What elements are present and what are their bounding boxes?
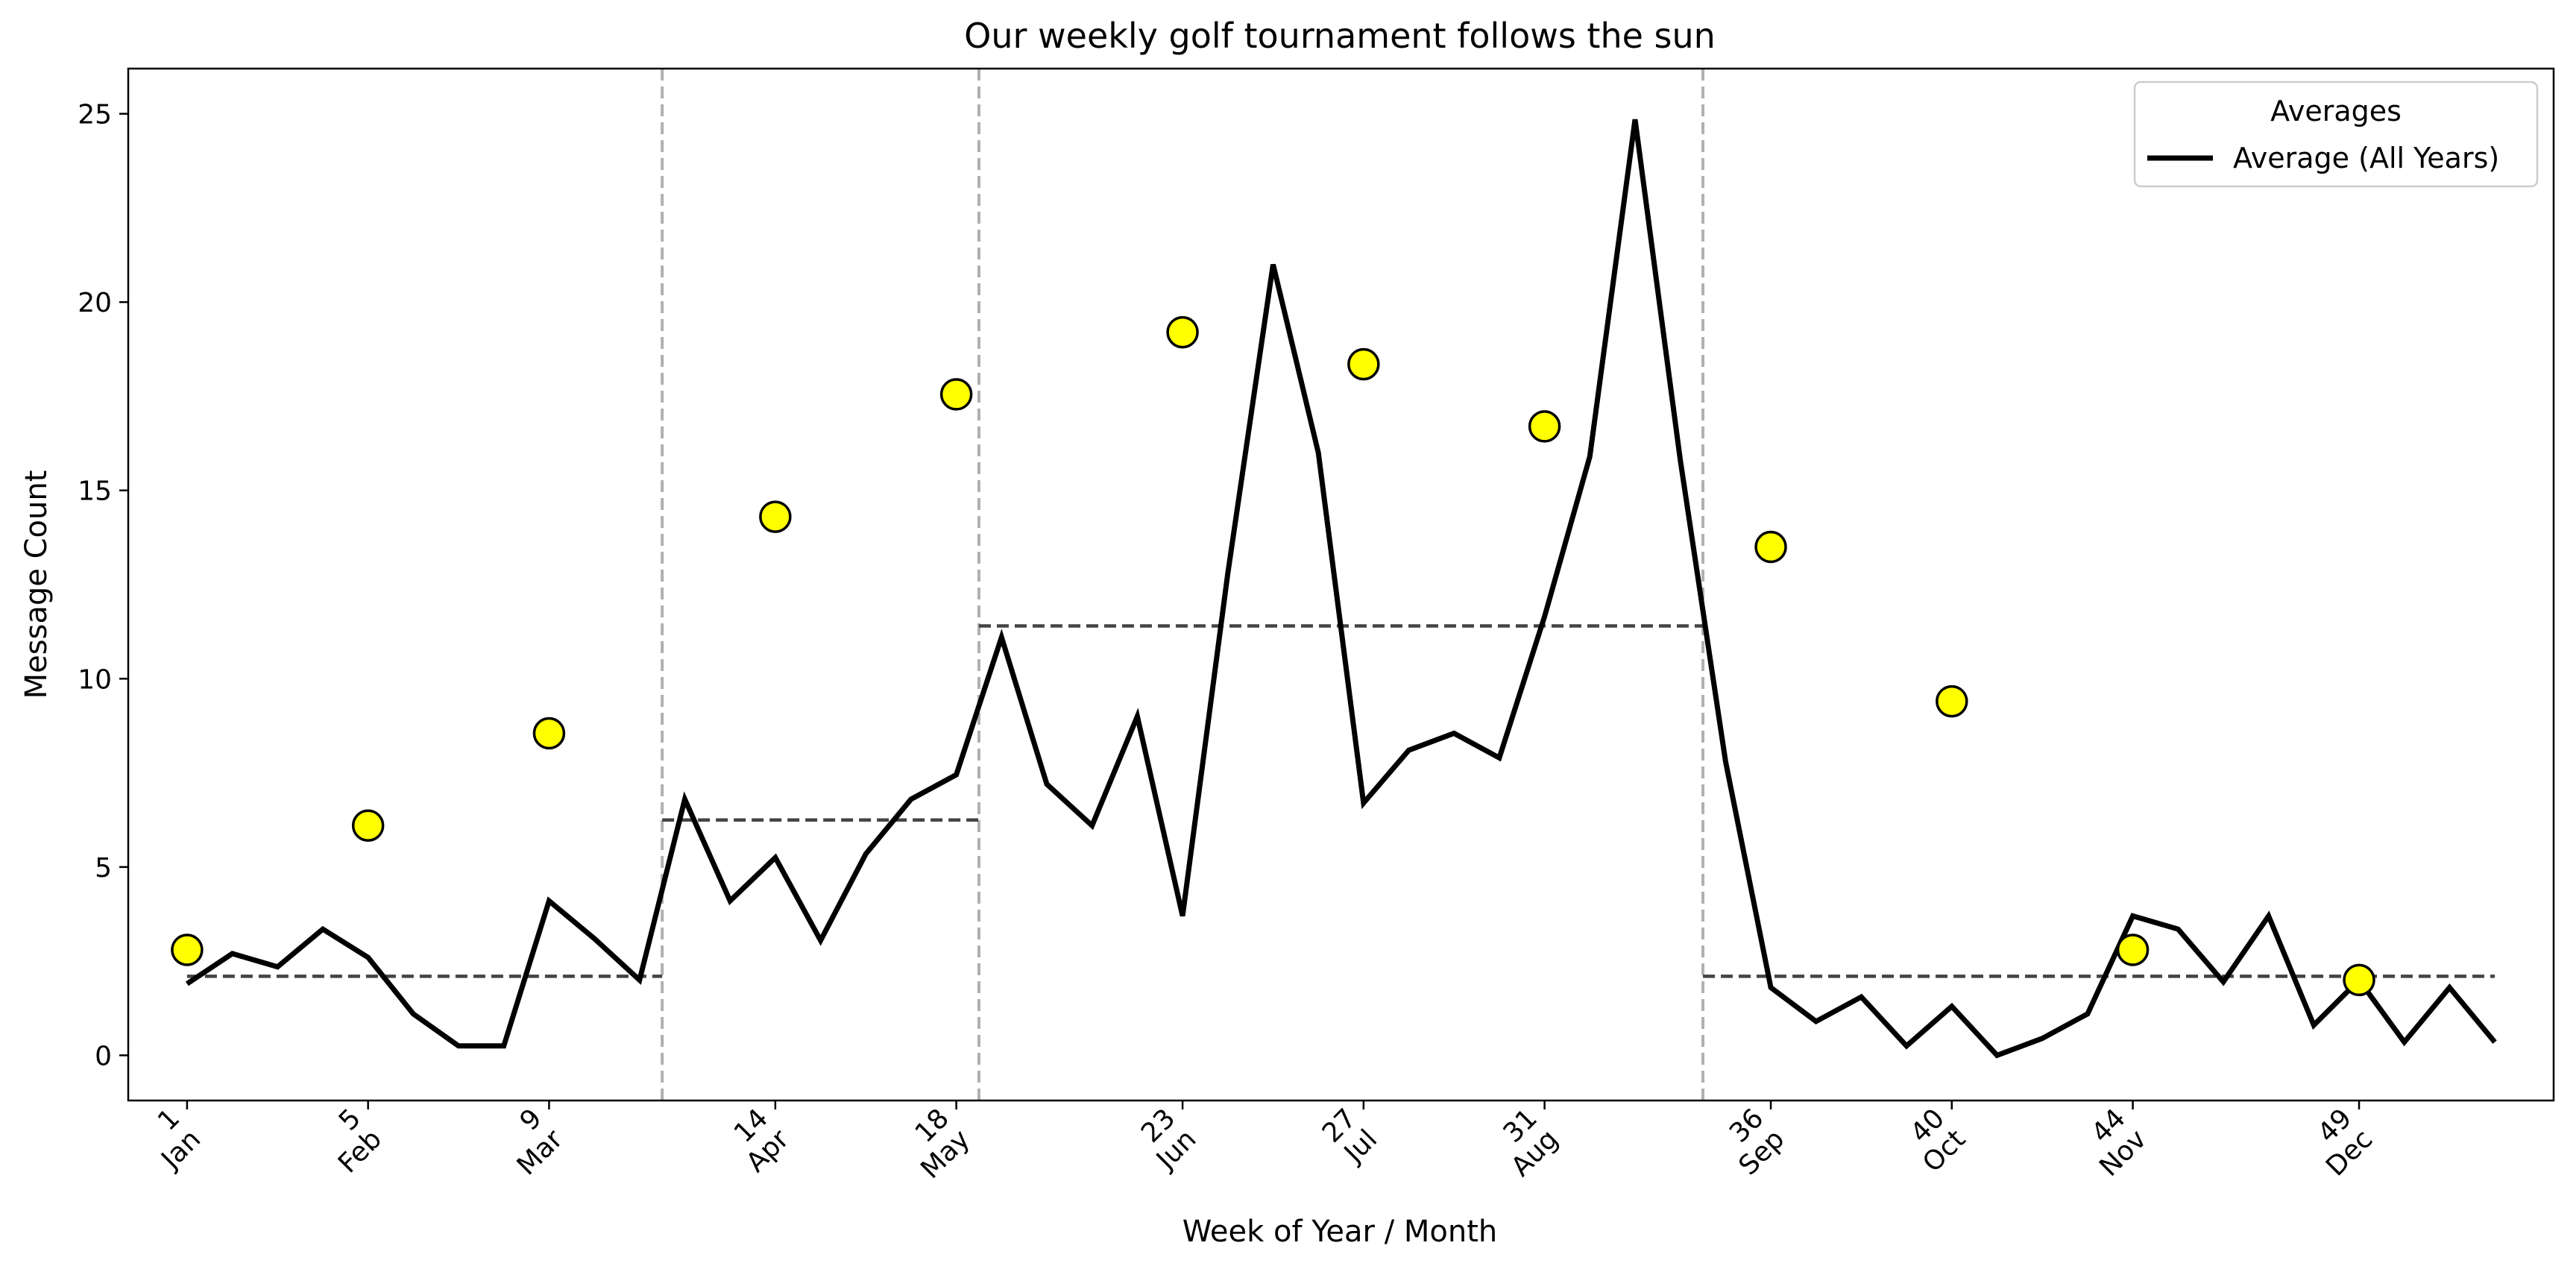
x-axis-label: Week of Year / Month xyxy=(1182,1215,1498,1249)
legend: Averages Average (All Years) xyxy=(2133,81,2539,188)
y-tick-label: 15 xyxy=(78,476,112,507)
plot-frame xyxy=(127,67,2555,1102)
monthly-marker xyxy=(171,933,204,966)
y-axis: 0 5 10 15 20 25 xyxy=(78,100,128,1071)
monthly-marker xyxy=(1528,410,1561,443)
monthly-marker xyxy=(1347,347,1380,381)
legend-title: Averages xyxy=(2270,95,2402,127)
monthly-marker xyxy=(759,500,792,533)
legend-box xyxy=(2133,81,2539,188)
monthly-marker xyxy=(1166,315,1199,349)
plot-area xyxy=(171,69,2497,1101)
y-axis-label: Message Count xyxy=(19,470,54,699)
monthly-marker xyxy=(532,717,566,750)
series-line xyxy=(185,119,2497,1059)
chart-title: Our weekly golf tournament follows the s… xyxy=(964,16,1716,56)
y-tick-label: 20 xyxy=(78,288,112,318)
monthly-marker xyxy=(2343,963,2375,997)
y-tick-label: 25 xyxy=(78,100,112,130)
y-tick-label: 0 xyxy=(95,1041,112,1071)
y-tick-label: 5 xyxy=(95,853,112,884)
monthly-marker xyxy=(351,809,385,843)
monthly-marker xyxy=(2116,933,2150,966)
monthly-marker xyxy=(1754,530,1787,564)
y-tick-label: 10 xyxy=(78,664,112,695)
monthly-marker xyxy=(1936,684,1968,718)
monthly-marker xyxy=(939,378,973,411)
legend-entry-label: Average (All Years) xyxy=(2233,142,2499,174)
